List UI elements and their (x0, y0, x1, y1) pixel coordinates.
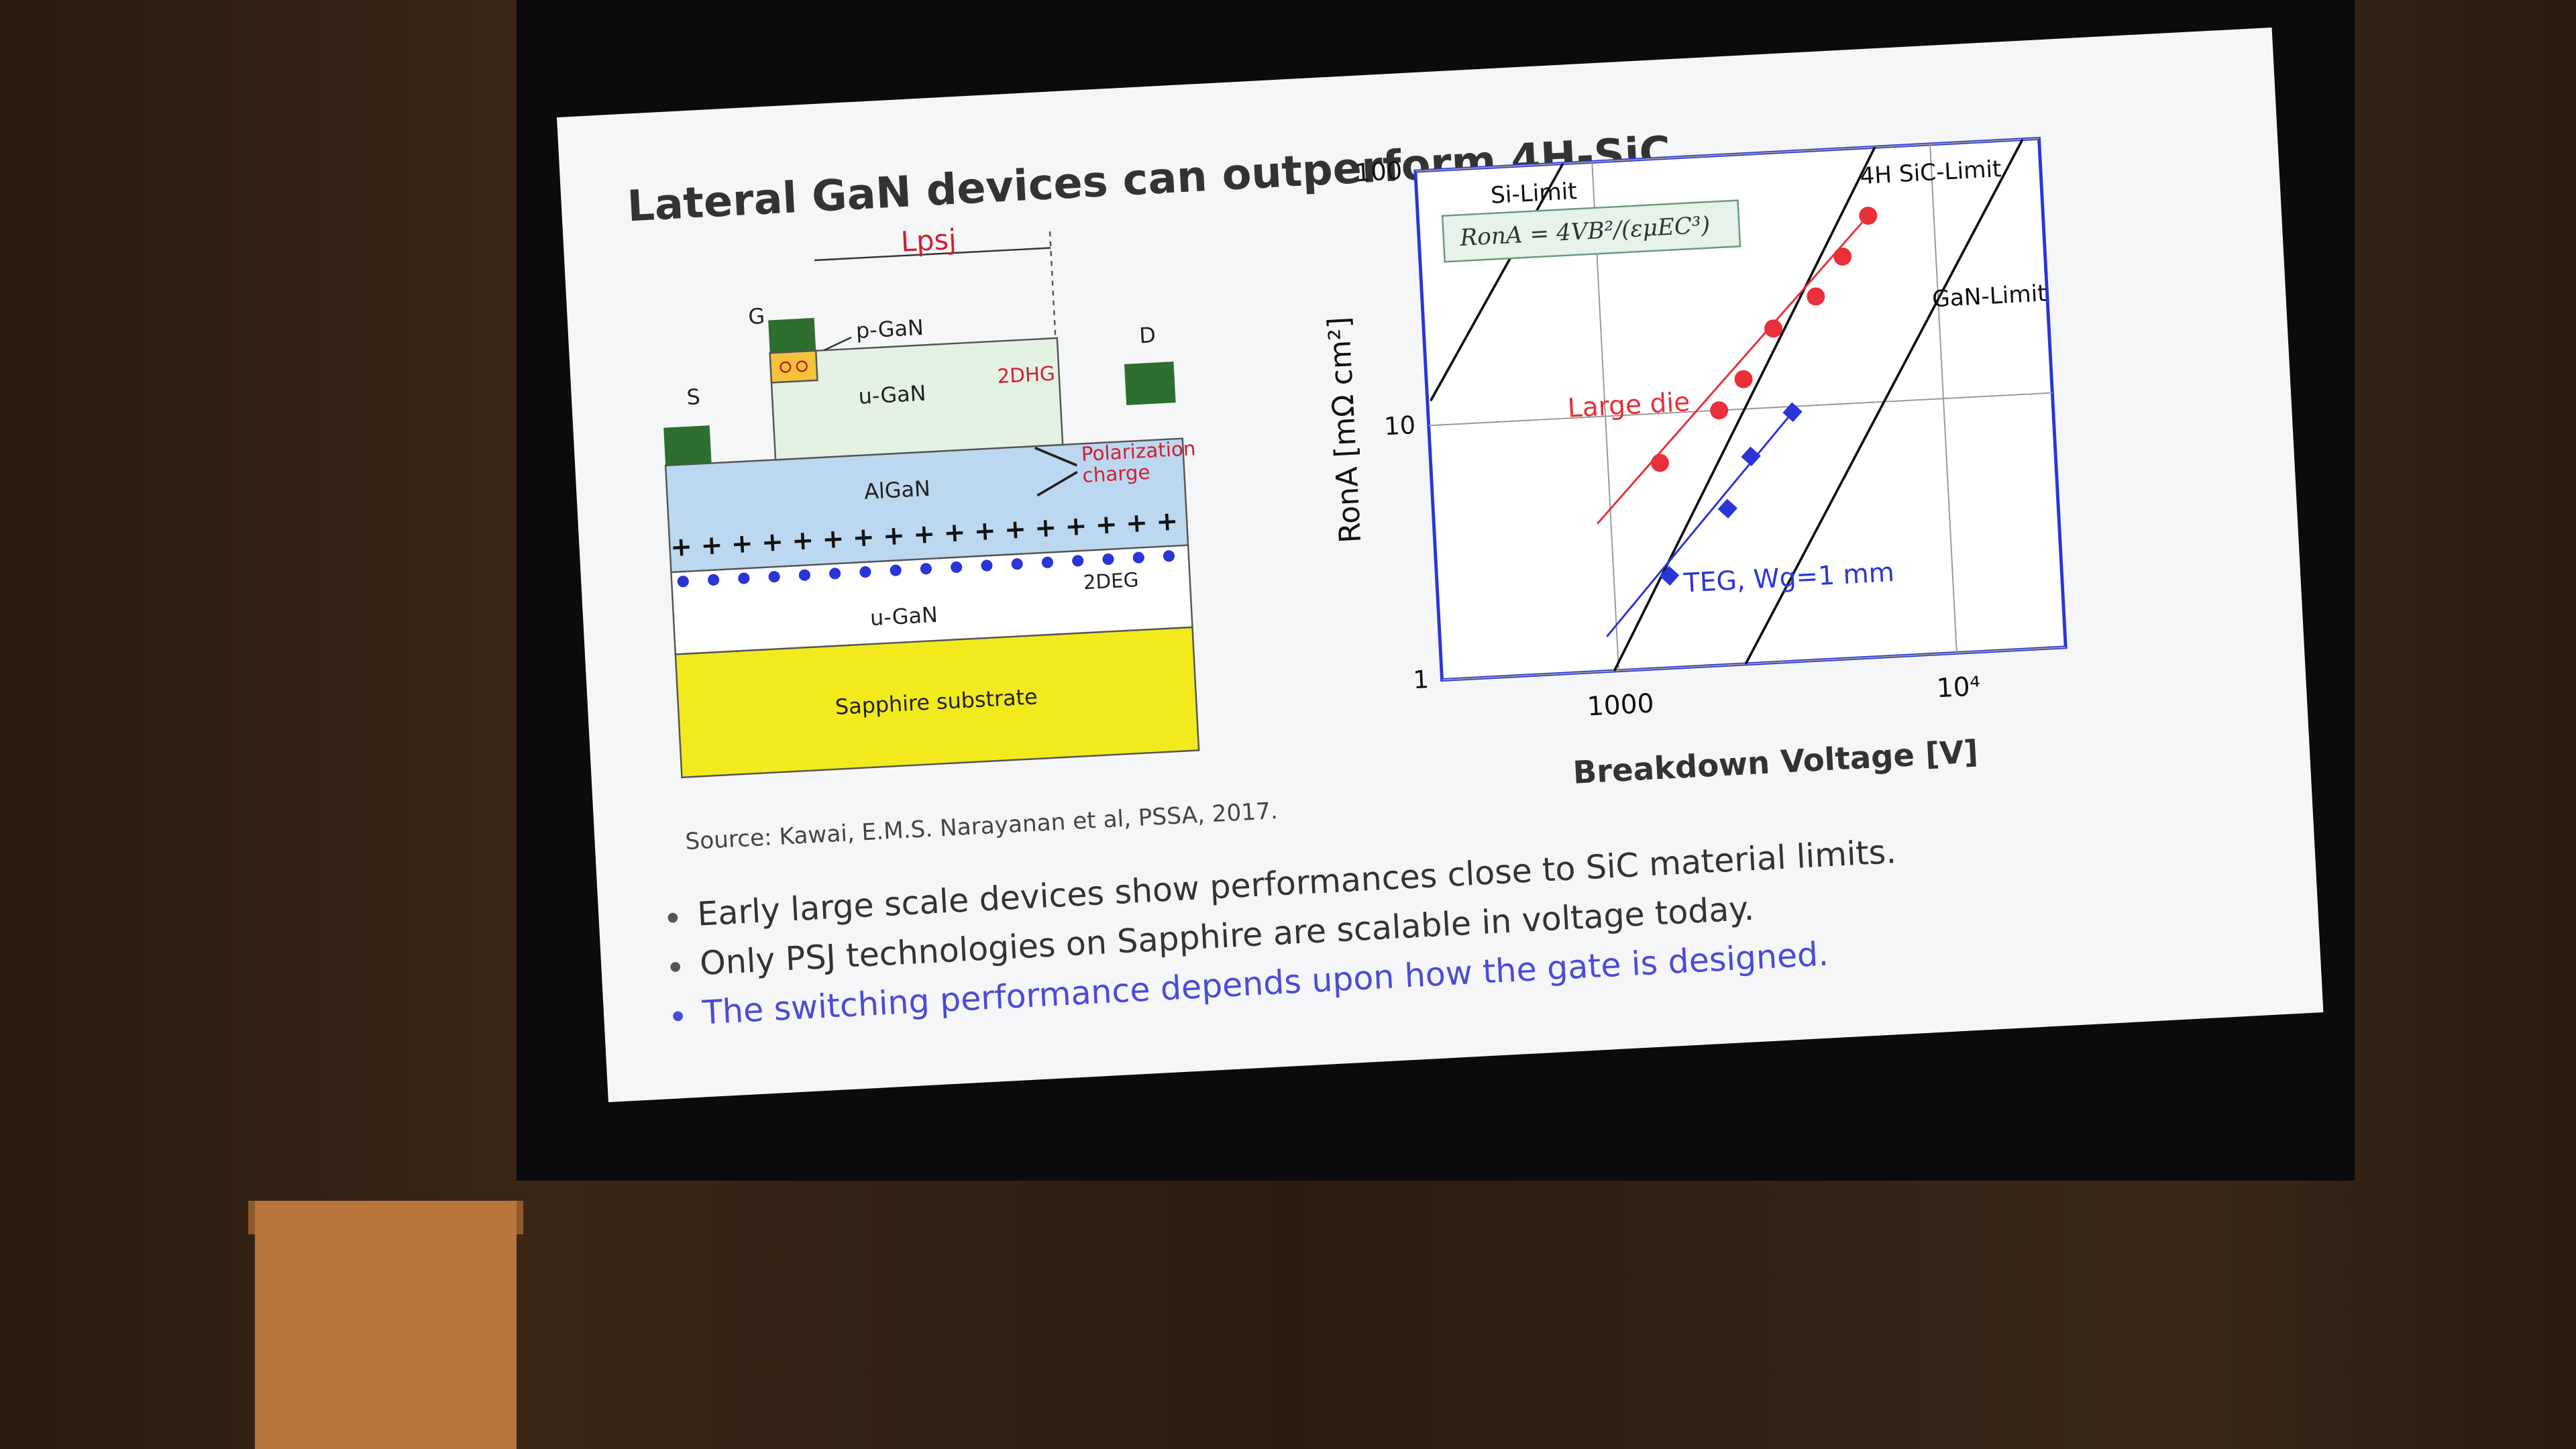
y-axis-label: RonA [mΩ cm²] (1322, 316, 1368, 544)
source-note: Source: Kawai, E.M.S. Narayanan et al, P… (684, 798, 1278, 855)
y-tick-label: 100 (1354, 156, 1403, 188)
formula-box (1441, 199, 1741, 263)
electron-gas-label: 2DEG (1083, 568, 1139, 594)
electron (708, 574, 720, 586)
polarization-arrow (1034, 446, 1078, 467)
p-gan-pointer (823, 336, 852, 352)
plus-charge: + (1064, 511, 1087, 543)
slide: Lateral GaN devices can outperform 4H-Si… (557, 28, 2324, 1102)
x-tick-label: 10⁴ (1936, 672, 1982, 704)
plus-charge: + (943, 517, 966, 549)
plus-charge: + (1004, 514, 1027, 545)
electron (829, 568, 841, 580)
plus-charge: + (882, 521, 906, 552)
data-point (1651, 453, 1669, 472)
bullet-dot (673, 1011, 683, 1022)
plus-charge: + (761, 527, 784, 558)
gate-contact (768, 317, 816, 354)
plus-charge: + (973, 516, 997, 547)
grid-line (1428, 392, 2053, 427)
plus-charge: + (912, 519, 936, 551)
plus-charge: + (1125, 508, 1148, 539)
electron (677, 576, 689, 588)
gate-label: G (747, 303, 765, 329)
data-point (1741, 446, 1761, 467)
data-point (1859, 207, 1878, 225)
hole (796, 360, 808, 372)
data-point (1833, 247, 1852, 266)
electron (798, 569, 810, 581)
data-point (1764, 319, 1783, 338)
length-arrow (814, 247, 1051, 262)
electron (890, 564, 902, 576)
data-point (1734, 370, 1753, 388)
y-tick-label: 10 (1383, 411, 1416, 441)
electron (1041, 556, 1054, 568)
top-layer-label: u-GaN (858, 380, 927, 409)
drain-label: D (1138, 322, 1156, 348)
electron (981, 559, 993, 572)
trend-line (1606, 411, 1794, 637)
plus-charge: + (791, 525, 814, 557)
electron (1102, 553, 1114, 566)
limit-line (1430, 162, 1564, 402)
electron (1132, 551, 1144, 564)
p-gan-label: p-GaN (855, 315, 924, 343)
hole (780, 361, 792, 373)
plus-charge: + (1155, 506, 1179, 538)
data-point (1717, 498, 1738, 519)
plus-charge: + (1095, 509, 1118, 541)
y-tick-label: 1 (1412, 665, 1430, 694)
electron (1163, 550, 1175, 562)
limit-label: Si-Limit (1490, 178, 1578, 209)
bullet-dot (667, 912, 678, 923)
plus-charge: + (1034, 513, 1057, 544)
data-point (1782, 402, 1803, 423)
bullet-dot (670, 962, 681, 972)
source-label: S (686, 384, 701, 410)
plus-charge: + (731, 529, 754, 560)
podium (255, 1201, 517, 1449)
data-point (1807, 287, 1825, 306)
trend-line (1597, 215, 1869, 525)
barrier-label: AlGaN (863, 476, 930, 504)
limit-line (1744, 138, 2024, 665)
plus-charge: + (852, 522, 875, 553)
series-label: Large die (1567, 387, 1691, 423)
length-label: Lpsj (900, 223, 957, 258)
electron (859, 566, 871, 578)
grid-line (1442, 646, 2066, 681)
electron (768, 571, 780, 583)
plus-charge: + (700, 530, 723, 561)
x-tick-label: 1000 (1587, 689, 1655, 722)
grid-line (1415, 138, 2039, 172)
grid-line (1929, 144, 1957, 653)
hole-gas-label: 2DHG (997, 362, 1056, 388)
x-axis-label: Breakdown Voltage [V] (1572, 733, 1979, 791)
source-contact (663, 425, 712, 466)
electron (920, 563, 932, 575)
device-diagram: Lpsj Sapphire substrate u-GaN 2DEG AlGaN… (663, 223, 1200, 779)
top-layer (769, 337, 1064, 461)
limit-line (1613, 146, 1876, 672)
length-guide (1049, 231, 1057, 339)
plus-charge: + (821, 524, 845, 555)
polarization-arrow (1036, 470, 1078, 497)
data-point (1710, 401, 1729, 420)
limit-label: GaN-Limit (1931, 280, 2047, 313)
electron (738, 572, 750, 584)
p-gan-layer (769, 350, 818, 384)
electron (1072, 555, 1084, 567)
data-point (1659, 566, 1680, 586)
drain-contact (1124, 362, 1176, 406)
plus-charge: + (669, 532, 693, 564)
electron (1011, 558, 1023, 570)
electron (951, 561, 963, 574)
buffer-label: u-GaN (869, 602, 938, 631)
polarization-label: charge (1082, 461, 1151, 487)
